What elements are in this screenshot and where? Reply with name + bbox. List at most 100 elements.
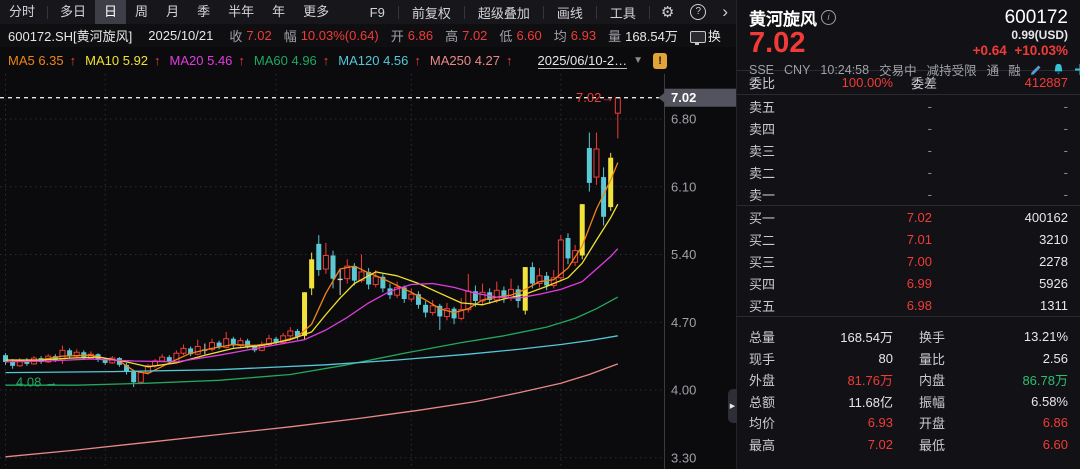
quote-info-bar: 600172.SH[黄河旋风] 2025/10/21 收 7.02 幅 10.03%(… — [0, 24, 736, 47]
candle-body — [380, 276, 386, 289]
toolbar-gongju[interactable]: 工具 — [609, 5, 636, 21]
candle-body-up — [287, 330, 294, 337]
candle-body-up — [223, 338, 230, 348]
stock-name: 黄河旋风 — [749, 10, 817, 29]
quote-field-value: 6.93 — [570, 28, 597, 43]
tab-bannian[interactable]: 半年 — [228, 4, 255, 19]
candle-body — [565, 238, 571, 259]
connect-tag: 通 — [986, 64, 1000, 78]
bid-volume: 5926 — [1039, 275, 1068, 291]
candle-body — [579, 204, 585, 256]
tab-zhou[interactable]: 周 — [135, 4, 149, 19]
tab-ji[interactable]: 季 — [197, 4, 211, 19]
gear-icon[interactable]: ⚙ — [660, 4, 675, 21]
panel-collapse-handle[interactable]: ▶ — [728, 389, 737, 423]
chevron-down-icon[interactable]: ▼ — [633, 55, 644, 66]
quote-field-label: 量 — [608, 29, 622, 44]
quote-field-label: 开 — [390, 29, 404, 44]
candle-body-up — [322, 254, 329, 270]
ask-price: - — [927, 186, 932, 202]
tab-fenshi[interactable]: 分时 — [9, 4, 36, 19]
alert-badge-icon[interactable]: ! — [653, 52, 668, 69]
bid-levels: 买一 7.02 400162 买二 7.01 3210 买三 7.00 2278 买四 6.99 59… — [737, 206, 1080, 316]
ma-legend-ma5: MA5 6.35 — [8, 53, 64, 68]
tab-ri[interactable]: 日 — [95, 0, 127, 24]
candle-body — [586, 148, 592, 183]
candle-body-up — [593, 148, 600, 178]
ma-legend-ma60: MA60 4.96 — [253, 53, 317, 68]
toolbar-huaxian[interactable]: 画线 — [556, 5, 583, 21]
bid-price: 7.01 — [906, 231, 932, 247]
ask-label: 卖五 — [749, 99, 776, 115]
ma-line-ma250 — [5, 363, 619, 458]
price-tag-pointer — [658, 92, 665, 103]
help-icon[interactable]: ? — [682, 4, 714, 20]
ask-label: 卖一 — [749, 187, 776, 203]
stat-value: 81.76万 — [847, 373, 893, 389]
candle-body-up — [344, 265, 351, 280]
date-range-selector[interactable]: 2025/06/10-2… — [537, 52, 628, 69]
separator — [648, 5, 650, 19]
candle-body-up — [614, 97, 621, 114]
ask-price: - — [927, 164, 932, 180]
edit-pencil-icon[interactable] — [1030, 63, 1043, 76]
chevron-right-icon[interactable]: › — [722, 2, 728, 21]
bell-icon[interactable] — [1052, 63, 1065, 76]
separator — [47, 5, 49, 19]
ask-row: 卖四 - - — [737, 117, 1080, 139]
bid-row: 买四 6.99 5926 — [737, 272, 1080, 294]
info-icon[interactable]: i — [821, 10, 836, 25]
stat-row: 总量 168.54万 换手 13.21% — [737, 326, 1080, 348]
bid-label: 买一 — [749, 210, 776, 226]
ma-legend-ma250: MA250 4.27 — [429, 53, 500, 68]
bid-row: 买五 6.98 1311 — [737, 294, 1080, 316]
candlestick-chart[interactable]: 4.08 → 7.02→ 6.80 6.10 5.40 4.70 4.00 3.30 7.02 — [0, 74, 736, 469]
candle-body — [166, 357, 172, 362]
toolbar-chaojidiejia[interactable]: 超级叠加 — [477, 5, 530, 21]
stat-label: 量比 — [919, 351, 946, 367]
divider — [737, 316, 1080, 317]
ma-legend-bar: MA5 6.35 ↑ MA10 5.92 ↑ MA20 5.46 ↑ MA60 4.96 ↑ M… — [0, 47, 736, 74]
currency-label: CNY — [784, 62, 811, 77]
tab-yue[interactable]: 月 — [166, 4, 180, 19]
candle-body-up — [237, 340, 244, 346]
candle-body — [52, 356, 58, 361]
ma60-start-label: 4.08 → — [16, 374, 58, 389]
tab-nian[interactable]: 年 — [272, 4, 286, 19]
quote-field-label: 幅 — [283, 29, 297, 44]
candle-body-up — [493, 289, 500, 301]
candle-body-up — [550, 277, 557, 286]
price-change: +0.64 +10.03% — [973, 43, 1068, 58]
candle-body — [472, 291, 478, 301]
quote-field-value: 10.03%(0.64) — [300, 28, 379, 43]
up-arrow-icon: ↑ — [154, 53, 161, 68]
date-label: 2025/10/21 — [148, 28, 214, 43]
stat-value: 86.78万 — [1022, 373, 1068, 389]
weicha-value: 412887 — [1024, 75, 1068, 90]
ask-price: - — [927, 120, 932, 136]
candle-body-up — [479, 291, 486, 302]
candle-body-up — [557, 239, 564, 279]
stat-label: 均价 — [749, 416, 776, 432]
candle-body — [423, 304, 429, 313]
stat-row: 总额 11.68亿 振幅 6.58% — [737, 391, 1080, 413]
toolbar-f9[interactable]: F9 — [369, 4, 385, 20]
up-arrow-icon: ↑ — [69, 53, 77, 68]
candle-body-up — [443, 308, 450, 317]
stat-label: 内盘 — [919, 373, 946, 389]
mini-window-icon[interactable] — [689, 30, 706, 45]
tab-gengduo[interactable]: 更多 — [303, 4, 330, 19]
stat-label: 总量 — [749, 330, 776, 346]
add-icon[interactable] — [1074, 63, 1080, 76]
tab-duori[interactable]: 多日 — [60, 4, 87, 19]
chart-canvas[interactable]: 4.08 → 7.02→ 6.80 6.10 5.40 4.70 4.00 3.30 7.02 — [0, 74, 736, 469]
bid-volume: 3210 — [1039, 231, 1068, 247]
axis-tick-label: 4.70 — [671, 315, 696, 330]
toolbar-qianfuquan[interactable]: 前复权 — [411, 5, 451, 21]
axis-tick-label: 5.40 — [671, 247, 696, 262]
candle-body — [401, 287, 407, 300]
weicha-label: 委差 — [911, 76, 938, 91]
divider — [737, 205, 1080, 206]
bid-row: 买二 7.01 3210 — [737, 228, 1080, 250]
